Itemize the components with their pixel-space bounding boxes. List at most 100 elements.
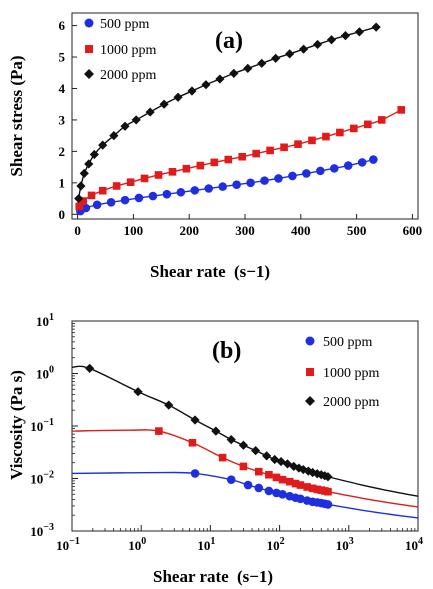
panel-a-y-tick-label: 0	[59, 207, 66, 222]
panel-b-point-0	[264, 486, 274, 496]
panel-a-point-0	[120, 195, 130, 205]
legend-marker-500-ppm	[84, 18, 94, 28]
panel-a-point-1	[79, 197, 87, 205]
panel-b-point-0	[278, 490, 287, 499]
panel-b-point-2	[190, 415, 200, 425]
panel-a-point-2	[145, 107, 155, 117]
panel-a-label: (a)	[215, 28, 243, 54]
panel-a-ticks: 0 100 200 300 400 500 600 0 1 2 3 4 5 6	[59, 18, 423, 238]
panel-a-point-2	[201, 80, 211, 90]
panel-a-point-2	[89, 149, 99, 160]
panel-a-point-2	[340, 31, 351, 41]
panel-b-x-tick-label: 104	[405, 536, 423, 553]
panel-a-y-tick-label: 4	[59, 81, 66, 96]
legend-marker-2000-ppm	[84, 69, 94, 79]
legend-label-1000-ppm: 1000 ppm	[100, 43, 157, 58]
panel-a-y-tick-label: 5	[59, 50, 66, 65]
panel-b-point-2	[323, 472, 333, 482]
panel-a-point-0	[316, 166, 325, 176]
panel-a-point-0	[190, 186, 200, 195]
panel-a-point-0	[106, 198, 116, 207]
panel-b-x-tick-label: 101	[197, 536, 215, 553]
panel-a-point-2	[215, 74, 225, 84]
panel-a-point-1	[280, 143, 288, 152]
panel-a-point-0	[232, 180, 241, 190]
panel-a-point-0	[369, 155, 378, 164]
panel-a-point-0	[302, 169, 311, 178]
panel-a-point-0	[274, 174, 283, 183]
panel-a-point-1	[294, 140, 302, 148]
panel-a-point-0	[176, 187, 186, 197]
panel-b-y-tick-label: 10−3	[30, 522, 54, 539]
panel-a-legend-entry-500: 500 ppm	[84, 17, 150, 32]
panel-b-x-tick-label: 102	[267, 536, 285, 553]
panel-b-point-2	[251, 445, 261, 456]
panel-a-point-1	[397, 106, 406, 114]
panel-a-point-1	[308, 136, 316, 145]
panel-a-point-1	[168, 168, 177, 176]
panel-a: 0 100 200 300 400 500 600 0 1 2 3 4 5 6 (a) Shear str…	[7, 12, 423, 281]
panel-b-x-tick-label: 10−1	[56, 536, 80, 553]
panel-a-point-2	[76, 181, 86, 191]
panel-b-x-axis-title: Shear rate (s−1)	[153, 567, 273, 586]
panel-a-point-1	[182, 164, 191, 173]
panel-b-point-2	[226, 435, 236, 445]
panel-a-y-tick-label: 2	[59, 144, 66, 159]
legend-label-1000-ppm: 1000 ppm	[323, 366, 380, 381]
panel-a-point-1	[210, 158, 219, 167]
legend-label-500-ppm: 500 ppm	[100, 17, 150, 32]
panel-b-ticks: 10−1 100 101 102 103 104 10−3 10−2 10−1 100 101	[30, 312, 423, 553]
panel-b-x-axis-title-main: Shear rate	[153, 567, 229, 586]
panel-a-point-0	[148, 191, 158, 201]
panel-a-legend-entry-1000: 1000 ppm	[85, 43, 157, 58]
panel-a-point-1	[75, 202, 84, 211]
panel-a-point-2	[79, 168, 89, 178]
legend-label-2000-ppm: 2000 ppm	[323, 395, 380, 410]
panel-a-point-2	[326, 35, 337, 45]
panel-a-point-0	[357, 158, 367, 167]
panel-a-point-2	[120, 121, 130, 131]
panel-b-y-tick-label: 100	[36, 365, 54, 382]
panel-a-point-0	[246, 178, 255, 188]
legend-label-2000-ppm: 2000 ppm	[100, 68, 157, 83]
panel-a-x-tick-label: 200	[179, 223, 199, 238]
panel-b-x-axis-title-unit: (s−1)	[237, 567, 273, 586]
panel-a-point-1	[363, 120, 372, 129]
panel-b-fit-line-0	[71, 471, 419, 519]
panel-a-point-1	[377, 116, 386, 124]
panel-a-x-tick-label: 300	[235, 223, 255, 238]
panel-b-point-1	[155, 427, 163, 435]
panel-a-point-2	[159, 99, 169, 109]
panel-a-point-1	[350, 124, 358, 133]
panel-a-point-0	[204, 184, 214, 193]
panel-b-legend: 500 ppm 1000 ppm 2000 ppm	[305, 335, 380, 410]
panel-a-x-tick-label: 100	[124, 223, 144, 238]
panel-a-y-tick-label: 1	[59, 175, 66, 190]
panel-b-legend-entry-500: 500 ppm	[305, 335, 373, 350]
panel-a-point-0	[92, 200, 102, 210]
panel-a-point-0	[329, 164, 339, 173]
panel-a-point-0	[260, 176, 269, 185]
panel-b-point-1	[303, 483, 311, 491]
panel-a-point-0	[162, 189, 172, 199]
panel-a-point-1	[238, 152, 247, 161]
panel-a-x-tick-label: 400	[291, 223, 311, 238]
panel-b-point-2	[211, 426, 221, 436]
panel-b-y-tick-label: 10−2	[30, 470, 54, 487]
panel-a-point-1	[140, 174, 149, 183]
panel-b-point-0	[323, 500, 333, 509]
panel-b-legend-entry-2000: 2000 ppm	[305, 395, 380, 410]
panel-a-point-2	[187, 86, 197, 96]
panel-a-x-axis-title-unit: (s−1)	[234, 262, 270, 281]
panel-a-data-points	[74, 22, 406, 216]
panel-a-point-2	[285, 49, 295, 59]
panel-b-point-1	[313, 485, 322, 494]
panel-b-point-1	[278, 475, 287, 484]
panel-b-data-points	[85, 363, 333, 509]
panel-a-x-tick-label: 0	[74, 223, 81, 238]
panel-a-x-axis-title-main: Shear rate	[150, 262, 226, 281]
panel-a-point-2	[243, 63, 253, 73]
panel-b-y-tick-label: 101	[36, 312, 54, 329]
panel-b-point-2	[85, 363, 95, 374]
panel-a-point-1	[224, 155, 233, 164]
